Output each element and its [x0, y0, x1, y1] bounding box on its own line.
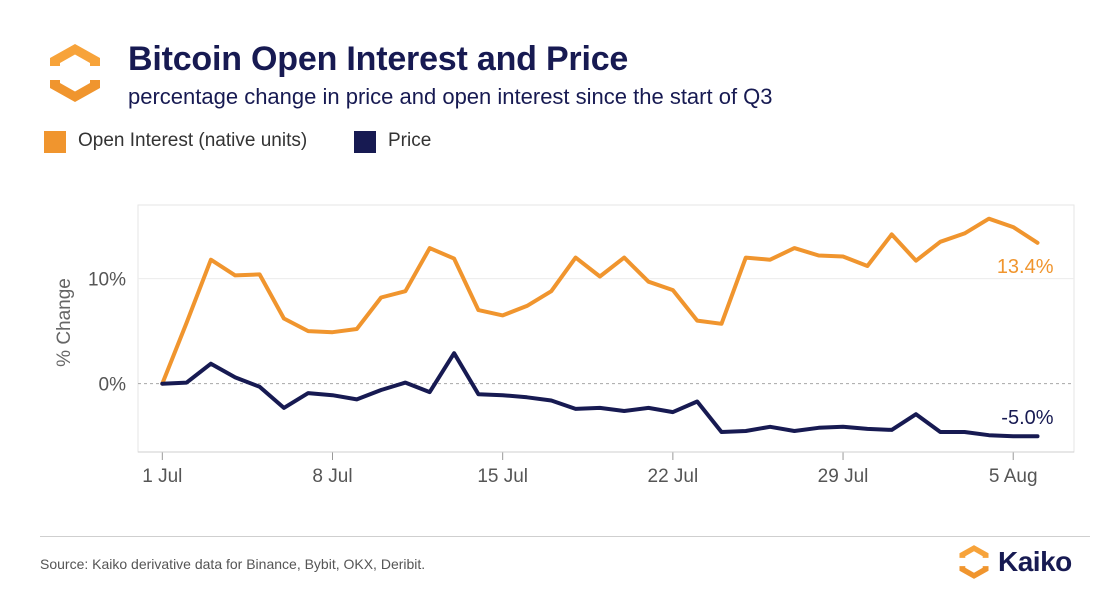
- footer-divider: [40, 536, 1090, 537]
- x-tick-label: 22 Jul: [648, 466, 699, 487]
- series-line-price: [160, 351, 1040, 439]
- line-chart: 0% 10% % Change 1 Jul 8 Jul 15 Jul 22 Jul 29 Ju…: [54, 204, 1075, 487]
- legend-swatch-price: [354, 131, 376, 153]
- chart-title: Bitcoin Open Interest and Price: [128, 40, 629, 78]
- end-label-open-interest: 13.4%: [997, 256, 1054, 278]
- brand-name: Kaiko: [998, 546, 1072, 577]
- chart-header: Bitcoin Open Interest and Price percenta…: [44, 36, 1084, 116]
- chart-subtitle: percentage change in price and open inte…: [128, 84, 773, 109]
- y-tick-label: 10%: [88, 270, 126, 291]
- legend-swatch-open-interest: [44, 131, 66, 153]
- x-tick-label: 15 Jul: [477, 466, 528, 487]
- plot-frame: [137, 204, 1075, 453]
- x-tick-label: 8 Jul: [312, 466, 352, 487]
- kaiko-brand-icon: [959, 545, 989, 579]
- x-tick-label: 5 Aug: [989, 466, 1038, 487]
- end-label-price: -5.0%: [1001, 407, 1053, 429]
- footer-brand: Kaiko: [956, 544, 1086, 584]
- source-note: Source: Kaiko derivative data for Binanc…: [40, 556, 426, 572]
- y-axis-label: % Change: [54, 278, 75, 367]
- x-tick-label: 29 Jul: [818, 466, 869, 487]
- y-tick-label: 0%: [99, 375, 127, 396]
- legend-label-open-interest: Open Interest (native units): [78, 130, 308, 151]
- x-tick-label: 1 Jul: [142, 466, 182, 487]
- series-line-open-interest: [160, 216, 1040, 386]
- kaiko-logo-icon: [50, 44, 100, 102]
- legend-label-price: Price: [388, 130, 432, 151]
